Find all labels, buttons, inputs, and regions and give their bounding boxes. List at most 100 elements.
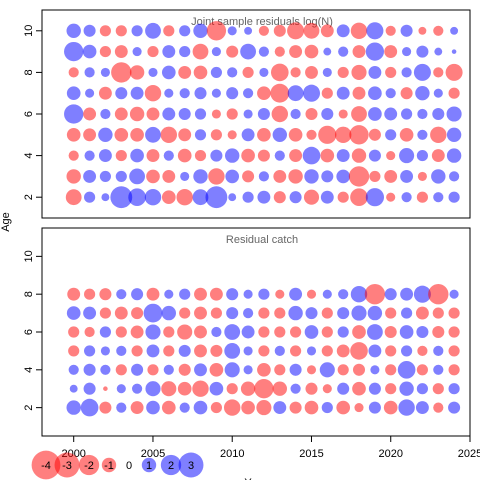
- residual-bubble: [320, 190, 334, 204]
- residual-bubble: [433, 192, 444, 203]
- residual-bubble: [401, 192, 412, 203]
- legend-bubble: [78, 454, 100, 476]
- residual-bubble: [451, 49, 457, 54]
- residual-bubble: [274, 150, 285, 161]
- residual-bubble: [178, 107, 191, 121]
- y-tick-label: 6: [23, 111, 35, 117]
- residual-bubble: [66, 86, 81, 101]
- y-axis: 2 4 6 8 10: [23, 250, 42, 411]
- residual-bubble: [336, 86, 350, 100]
- residual-bubble: [448, 383, 460, 395]
- legend-bubble: [141, 457, 157, 473]
- legend-label: -2: [84, 460, 94, 472]
- residual-bubble: [68, 326, 80, 338]
- residual-bubble: [258, 345, 270, 357]
- residual-bubble: [290, 345, 302, 357]
- y-axis-title: Age: [0, 212, 12, 232]
- residual-bubble: [83, 382, 96, 395]
- residual-bubble: [304, 400, 319, 415]
- legend-label: -3: [62, 460, 72, 472]
- residual-bubble: [145, 324, 161, 340]
- residual-bubble: [114, 127, 129, 142]
- residual-bubble: [66, 169, 81, 184]
- legend-bubble: [31, 450, 61, 480]
- residual-bubble: [164, 88, 174, 98]
- residual-bubble: [417, 129, 428, 140]
- residual-bubble: [224, 362, 240, 378]
- residual-bubble: [194, 344, 207, 358]
- residual-bubble: [400, 169, 414, 183]
- residual-bubble: [302, 84, 321, 102]
- residual-bubble: [223, 399, 241, 416]
- residual-bubble: [66, 23, 81, 38]
- residual-bubble: [272, 127, 287, 142]
- residual-bubble: [287, 22, 305, 40]
- residual-bubble: [274, 46, 285, 57]
- residual-bubble: [432, 307, 444, 319]
- residual-bubble: [259, 67, 269, 77]
- residual-bubble: [383, 400, 398, 415]
- residual-bubble: [84, 345, 96, 357]
- residual-bubble: [417, 171, 427, 181]
- residual-bubble: [131, 345, 143, 357]
- residual-bubble: [147, 364, 159, 376]
- residual-bubble: [227, 67, 238, 78]
- residual-bubble: [432, 107, 445, 121]
- residual-bubble: [210, 149, 223, 162]
- residual-bubble: [192, 189, 209, 206]
- residual-bubble: [448, 364, 460, 376]
- residual-bubble: [83, 169, 97, 183]
- legend-bubble: [101, 457, 117, 473]
- residual-bubble: [241, 148, 255, 163]
- panel-title: Residual catch: [226, 234, 298, 246]
- residual-bubble: [69, 384, 78, 393]
- residual-bubble: [115, 150, 127, 162]
- residual-bubble: [114, 45, 128, 59]
- bubble-layer: [66, 284, 461, 417]
- residual-bubble: [68, 364, 79, 375]
- residual-bubble: [305, 107, 318, 121]
- legend-label: -1: [104, 460, 114, 472]
- residual-bubble: [85, 88, 95, 98]
- residual-bubble: [115, 87, 128, 100]
- residual-bubble: [273, 169, 287, 183]
- residual-bubble: [256, 400, 272, 416]
- residual-bubble: [209, 381, 224, 396]
- residual-bubble: [368, 107, 382, 121]
- residual-bubble: [399, 127, 414, 142]
- legend-label: 0: [126, 460, 132, 472]
- residual-bubble: [179, 402, 190, 413]
- residual-bubble: [161, 400, 176, 415]
- residual-bubble: [132, 47, 142, 57]
- residual-bubble: [130, 325, 144, 339]
- residual-bubble: [306, 346, 317, 356]
- residual-bubble: [322, 289, 332, 299]
- residual-bubble: [417, 108, 428, 120]
- residual-bubble: [274, 364, 286, 376]
- residual-bubble: [337, 382, 350, 395]
- residual-bubble: [321, 345, 333, 357]
- residual-bubble: [384, 107, 398, 121]
- residual-bubble: [129, 65, 145, 80]
- residual-bubble: [321, 170, 334, 183]
- y-tick-label: 6: [23, 329, 35, 335]
- residual-bubble: [83, 24, 96, 37]
- residual-bubble: [178, 344, 191, 357]
- residual-bubble: [194, 287, 207, 301]
- residual-bubble: [83, 306, 97, 320]
- residual-bubble: [271, 105, 289, 123]
- residual-bubble: [400, 24, 413, 37]
- residual-bubble: [194, 108, 207, 120]
- residual-bubble: [433, 364, 444, 375]
- residual-bubble: [322, 67, 332, 77]
- residual-bubble: [385, 364, 397, 376]
- residual-bubble: [179, 307, 191, 319]
- residual-bubble: [210, 344, 223, 357]
- residual-bubble: [352, 381, 366, 396]
- residual-bubble: [323, 47, 332, 56]
- residual-bubble: [160, 126, 178, 144]
- residual-bubble: [257, 127, 271, 142]
- residual-bubble: [273, 401, 287, 415]
- legend-label: -4: [41, 460, 51, 472]
